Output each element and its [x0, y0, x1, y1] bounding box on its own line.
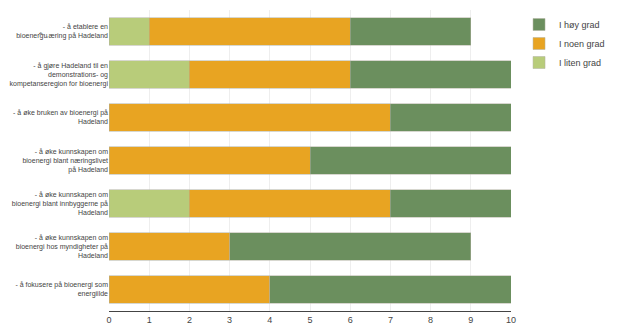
svg-text:- å øke bruken av bioenergi på: - å øke bruken av bioenergi påHadeland: [13, 109, 108, 125]
svg-text:I noen grad: I noen grad: [559, 39, 605, 49]
svg-text:10: 10: [506, 315, 516, 325]
svg-text:- å etablere enbioenergินæring: - å etablere enbioenergินæring på Hadela…: [16, 23, 108, 40]
svg-text:7: 7: [388, 315, 393, 325]
svg-text:- å fokusere på bioenergi some: - å fokusere på bioenergi somenergiilde: [15, 281, 108, 298]
svg-text:3: 3: [227, 315, 232, 325]
svg-text:5: 5: [307, 315, 312, 325]
svg-text:I liten grad: I liten grad: [559, 58, 601, 68]
svg-text:4: 4: [267, 315, 272, 325]
svg-text:- å gjøre Hadeland til endemon: - å gjøre Hadeland til endemonstrations-…: [10, 62, 109, 88]
svg-text:2: 2: [187, 315, 192, 325]
svg-text:- å øke kunnskapen ombioenergi: - å øke kunnskapen ombioenergi hos myndi…: [16, 234, 108, 259]
svg-text:I høy grad: I høy grad: [559, 20, 600, 30]
svg-text:- å øke kunnskapen ombioenergi: - å øke kunnskapen ombioenergi blant nær…: [22, 148, 108, 174]
svg-text:0: 0: [106, 315, 111, 325]
svg-text:8: 8: [428, 315, 433, 325]
svg-text:9: 9: [468, 315, 473, 325]
svg-text:1: 1: [147, 315, 152, 325]
svg-text:6: 6: [348, 315, 353, 325]
svg-text:- å øke kunnskapen ombioenergi: - å øke kunnskapen ombioenergi blant inn…: [12, 191, 108, 216]
